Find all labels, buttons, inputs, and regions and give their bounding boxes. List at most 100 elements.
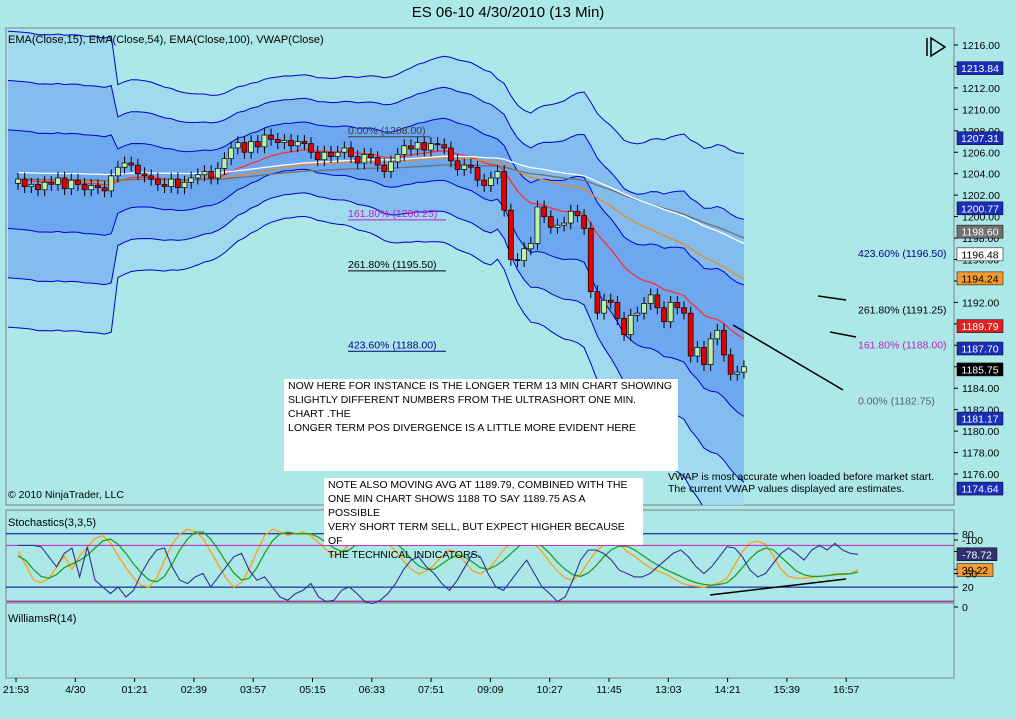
candle-body: [401, 145, 408, 155]
fib-level-label: 0.00% (1182.75): [858, 396, 935, 408]
candle-body: [161, 184, 168, 187]
ema100-line: [17, 164, 745, 239]
candle-body: [141, 173, 148, 177]
williams-label: WilliamsR(14): [8, 613, 76, 625]
williams-layer: 0 -50 -100 -78.72: [6, 535, 998, 614]
candle-body: [308, 143, 314, 153]
fib-level-label: 423.60% (1188.00): [348, 339, 437, 351]
candle-body: [348, 147, 354, 157]
price-tick-label: 1212.00: [962, 83, 1000, 95]
candle-body: [168, 178, 175, 187]
williams-tick-label: -100: [962, 535, 983, 547]
stoch-divergence-line: [709, 578, 847, 596]
candle-body: [614, 302, 621, 319]
candle-body: [294, 141, 301, 147]
fib-level-label: 261.80% (1195.50): [348, 259, 437, 271]
price-marker-box: [956, 411, 1004, 426]
candle-body: [381, 164, 388, 172]
candle-body: [554, 224, 561, 228]
candle-body: [254, 141, 261, 148]
annotation-note-1: NOW HERE FOR INSTANCE IS THE LONGER TERM…: [284, 379, 678, 471]
vwap-note-line1: VWAP is most accurate when loaded before…: [668, 471, 934, 483]
price-marker-label: 1187.70: [961, 344, 998, 356]
candle-body: [288, 140, 294, 147]
candle-body: [621, 318, 627, 335]
candle-body: [81, 184, 88, 191]
price-marker-label: 1207.31: [961, 133, 999, 145]
price-marker-label: 1196.48: [961, 249, 998, 261]
candle-body: [441, 144, 448, 149]
candle-body: [434, 143, 441, 146]
candle-body: [155, 178, 161, 185]
price-marker-label: 1181.17: [961, 414, 998, 426]
price-tick-label: 1206.00: [962, 147, 1000, 159]
fib-level-label: 161.80% (1200.25): [348, 208, 437, 220]
price-tick-label: 1184.00: [962, 383, 999, 395]
candle-body: [514, 259, 521, 261]
price-tick-label: 1192.00: [962, 297, 999, 309]
candle-body: [641, 303, 647, 314]
price-marker-label: 1189.79: [961, 321, 998, 333]
time-tick-label: 4/30: [65, 684, 86, 696]
candle-body: [594, 291, 601, 314]
price-marker-label: 1198.60: [961, 227, 998, 239]
scroll-to-end-icon[interactable]: [922, 36, 948, 58]
candle-body: [314, 151, 321, 161]
candle-body: [128, 162, 135, 166]
time-tick-label: 05:15: [299, 684, 325, 696]
candle-body: [561, 222, 567, 226]
candle-body: [741, 366, 747, 373]
candle-body: [674, 302, 681, 309]
time-tick-label: 13:03: [655, 684, 681, 696]
stoch-d-line: [17, 531, 859, 586]
time-tick-label: 16:57: [833, 684, 859, 696]
price-tick-label: 1204.00: [962, 169, 1000, 181]
candle-body: [321, 151, 328, 161]
candle-body: [228, 147, 234, 160]
candle-body: [208, 171, 214, 179]
ema15-line: [17, 149, 745, 340]
fib-level-label: 261.80% (1191.25): [858, 304, 947, 316]
candle-body: [714, 329, 721, 340]
stochastics-label: Stochastics(3,3,5): [8, 517, 96, 529]
divergence-trendline: [732, 324, 844, 391]
candle-body: [35, 184, 41, 191]
time-tick-label: 10:27: [537, 684, 563, 696]
price-marker-label: 1185.75: [961, 364, 998, 376]
candle-body: [521, 248, 528, 261]
candle-body: [694, 347, 701, 357]
candle-body: [61, 177, 68, 190]
stochastics-layer: 2040608039.22: [6, 528, 994, 596]
candle-body: [101, 187, 108, 192]
candle-body: [261, 134, 268, 148]
williams-panel[interactable]: [5, 602, 955, 679]
williams-tick-label: 0: [962, 602, 968, 614]
candle-body: [75, 179, 81, 185]
williams-line: [18, 542, 859, 605]
candle-body: [494, 171, 501, 179]
candle-body: [501, 171, 508, 211]
williams-current-label: -78.72: [962, 549, 992, 561]
candle-body: [301, 141, 308, 145]
candle-body: [701, 347, 707, 365]
candle-body: [474, 166, 481, 181]
price-marker-label: 1213.84: [961, 63, 999, 75]
candle-body: [41, 181, 48, 191]
candle-body: [574, 210, 581, 216]
band-upper-1: [7, 79, 745, 220]
candle-body: [681, 307, 687, 314]
candle-body: [248, 141, 254, 153]
candle-body: [541, 206, 547, 217]
time-tick-label: 02:39: [181, 684, 207, 696]
candle-body: [135, 164, 141, 175]
price-tick-label: 1202.00: [962, 190, 1000, 202]
candle-body: [461, 164, 468, 170]
candles-layer: [15, 128, 857, 391]
price-markers: 1213.84 1207.31 1200.77 1198.60 1196.48 1194.…: [956, 61, 1004, 496]
williams-current-box: [956, 547, 998, 562]
candle-body: [181, 181, 188, 188]
candle-body: [194, 174, 201, 179]
candle-body: [115, 166, 121, 177]
candle-body: [707, 338, 714, 365]
